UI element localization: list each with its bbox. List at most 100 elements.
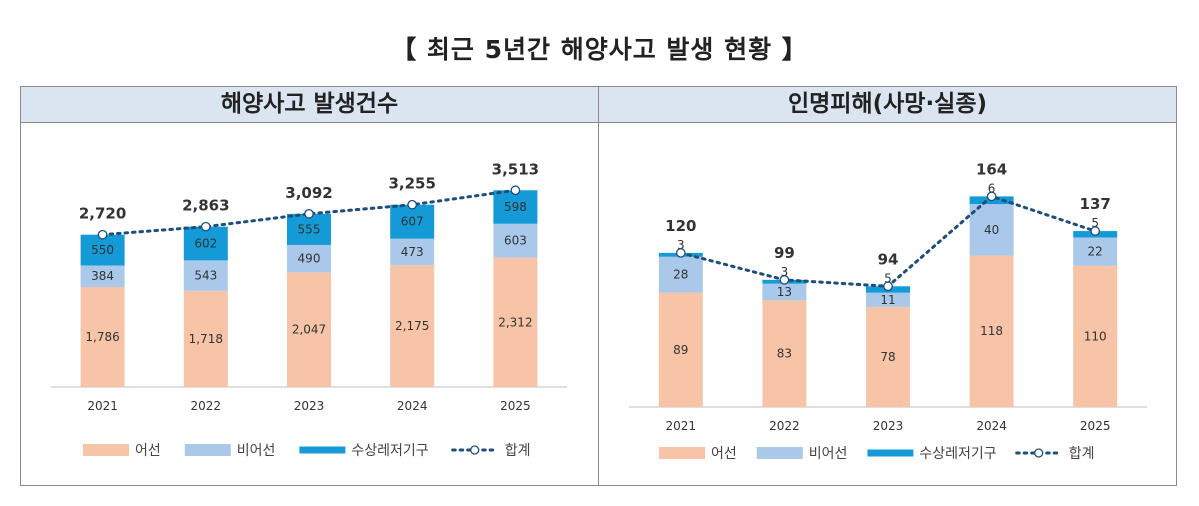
total-label-2025: 137 xyxy=(1080,195,1111,213)
bar-nonfishing-2022 xyxy=(183,260,228,291)
x-tick-label-2023: 2023 xyxy=(873,419,904,433)
data-label-fishing-2021: 89 xyxy=(673,343,688,357)
legend-label-nonfishing: 비어선 xyxy=(809,446,848,462)
x-tick-label-2025: 2025 xyxy=(1080,419,1111,433)
legend-label-total: 합계 xyxy=(505,443,531,459)
bar-fishing-2023 xyxy=(866,306,910,407)
total-point-2025 xyxy=(510,185,521,196)
total-label-2021: 120 xyxy=(665,217,696,235)
bar-leisure-2022 xyxy=(183,226,228,261)
total-point-2021 xyxy=(97,229,108,240)
bar-fishing-2023 xyxy=(287,272,331,387)
bar-fishing-2021 xyxy=(80,286,125,387)
bar-nonfishing-2021 xyxy=(80,265,125,287)
panel-accidents: 해양사고 발생건수 1,786 384 550 2021 1,718 543 602 2022… xyxy=(21,87,599,485)
bar-nonfishing-2021 xyxy=(658,256,703,293)
legend-label-total: 합계 xyxy=(1069,446,1095,462)
x-tick-label-2021: 2021 xyxy=(666,419,697,433)
bar-fishing-2022 xyxy=(762,300,807,407)
data-label-nonfishing-2023: 490 xyxy=(298,252,321,266)
bar-fishing-2021 xyxy=(658,292,703,407)
legend-label-leisure: 수상레저기구 xyxy=(351,443,428,459)
data-label-nonfishing-2023: 11 xyxy=(880,293,895,307)
data-label-nonfishing-2025: 22 xyxy=(1088,245,1103,259)
data-label-nonfishing-2025: 603 xyxy=(504,234,527,248)
data-label-fishing-2025: 2,312 xyxy=(498,315,532,329)
bar-nonfishing-2024 xyxy=(390,238,435,266)
data-label-fishing-2021: 1,786 xyxy=(85,330,119,344)
data-label-nonfishing-2021: 384 xyxy=(91,269,114,283)
data-label-leisure-2024: 6 xyxy=(988,181,996,195)
chart-frame: 해양사고 발생건수 1,786 384 550 2021 1,718 543 602 2022… xyxy=(20,86,1177,486)
bar-nonfishing-2024 xyxy=(969,204,1014,256)
total-point-2022 xyxy=(200,221,211,232)
total-point-2023 xyxy=(304,208,314,219)
bar-leisure-2024 xyxy=(390,204,435,239)
x-tick-label-2025: 2025 xyxy=(500,399,531,413)
total-label-2022: 99 xyxy=(774,244,795,262)
total-label-2022: 2,863 xyxy=(182,197,229,215)
data-label-fishing-2024: 2,175 xyxy=(395,319,429,333)
bar-leisure-2025 xyxy=(493,190,538,224)
data-label-fishing-2025: 110 xyxy=(1084,329,1107,343)
total-label-2021: 2,720 xyxy=(79,205,126,223)
bar-fishing-2024 xyxy=(969,255,1014,407)
legend-marker-total xyxy=(470,445,480,455)
panel-title-accidents: 해양사고 발생건수 xyxy=(21,87,598,123)
total-label-2023: 94 xyxy=(878,250,899,268)
legend-swatch-leisure xyxy=(299,446,346,454)
total-point-2023 xyxy=(883,281,893,292)
panel-casualties: 인명피해(사망·실종) 89 28 3 2021 83 13 3 2022 78 11 5 2023 1… xyxy=(599,87,1176,485)
data-label-fishing-2024: 118 xyxy=(980,324,1003,338)
data-label-leisure-2021: 550 xyxy=(91,243,114,257)
casualty-chart: 89 28 3 2021 83 13 3 2022 78 11 5 2023 118 40 6 2024 110… xyxy=(629,160,1147,462)
data-label-nonfishing-2022: 13 xyxy=(777,285,792,299)
bar-fishing-2025 xyxy=(1073,265,1118,407)
bar-nonfishing-2023 xyxy=(287,244,331,273)
legend-swatch-nonfishing xyxy=(184,444,231,456)
total-point-2024 xyxy=(986,191,997,202)
legend-swatch-leisure xyxy=(867,449,914,457)
data-label-fishing-2022: 83 xyxy=(777,347,792,361)
data-label-fishing-2022: 1,718 xyxy=(189,332,223,346)
data-label-leisure-2025: 5 xyxy=(1091,216,1099,230)
bar-nonfishing-2025 xyxy=(493,223,538,258)
legend-swatch-nonfishing xyxy=(756,447,803,459)
total-point-2022 xyxy=(779,275,790,285)
x-tick-label-2022: 2022 xyxy=(191,399,222,413)
x-tick-label-2023: 2023 xyxy=(294,399,325,413)
x-tick-label-2022: 2022 xyxy=(769,419,800,433)
total-label-2024: 3,255 xyxy=(388,175,435,193)
legend-label-nonfishing: 비어선 xyxy=(237,443,276,459)
data-label-leisure-2022: 602 xyxy=(194,237,217,251)
data-label-nonfishing-2024: 40 xyxy=(984,223,999,237)
bar-nonfishing-2025 xyxy=(1073,237,1118,266)
data-label-leisure-2023: 5 xyxy=(884,271,892,285)
legend-swatch-fishing xyxy=(83,444,129,456)
data-label-leisure-2022: 3 xyxy=(781,265,789,279)
data-label-leisure-2023: 555 xyxy=(298,222,321,236)
data-label-nonfishing-2024: 473 xyxy=(401,245,424,259)
legend-marker-total xyxy=(1034,448,1044,458)
bar-leisure-2023 xyxy=(287,213,331,245)
legend-label-leisure: 수상레저기구 xyxy=(919,446,996,462)
bar-nonfishing-2022 xyxy=(762,283,807,301)
page-title: 【 최근 5년간 해양사고 발생 현황 】 xyxy=(391,35,808,64)
total-label-2025: 3,513 xyxy=(492,160,539,178)
total-label-2023: 3,092 xyxy=(285,184,332,202)
total-point-2021 xyxy=(675,248,686,258)
total-line xyxy=(101,188,517,237)
panel-title-casualties: 인명피해(사망·실종) xyxy=(599,87,1176,123)
data-label-leisure-2025: 598 xyxy=(504,200,527,214)
legend-label-fishing: 어선 xyxy=(711,446,737,462)
bar-fishing-2022 xyxy=(183,290,228,387)
data-label-fishing-2023: 2,047 xyxy=(292,323,326,337)
x-tick-label-2021: 2021 xyxy=(87,399,118,413)
bar-leisure-2021 xyxy=(80,234,125,266)
legend-label-fishing: 어선 xyxy=(135,443,161,459)
data-label-nonfishing-2021: 28 xyxy=(673,268,688,282)
data-label-fishing-2023: 78 xyxy=(880,350,895,364)
bar-fishing-2024 xyxy=(390,265,435,387)
bar-fishing-2025 xyxy=(493,257,538,387)
data-label-leisure-2021: 3 xyxy=(677,238,685,252)
